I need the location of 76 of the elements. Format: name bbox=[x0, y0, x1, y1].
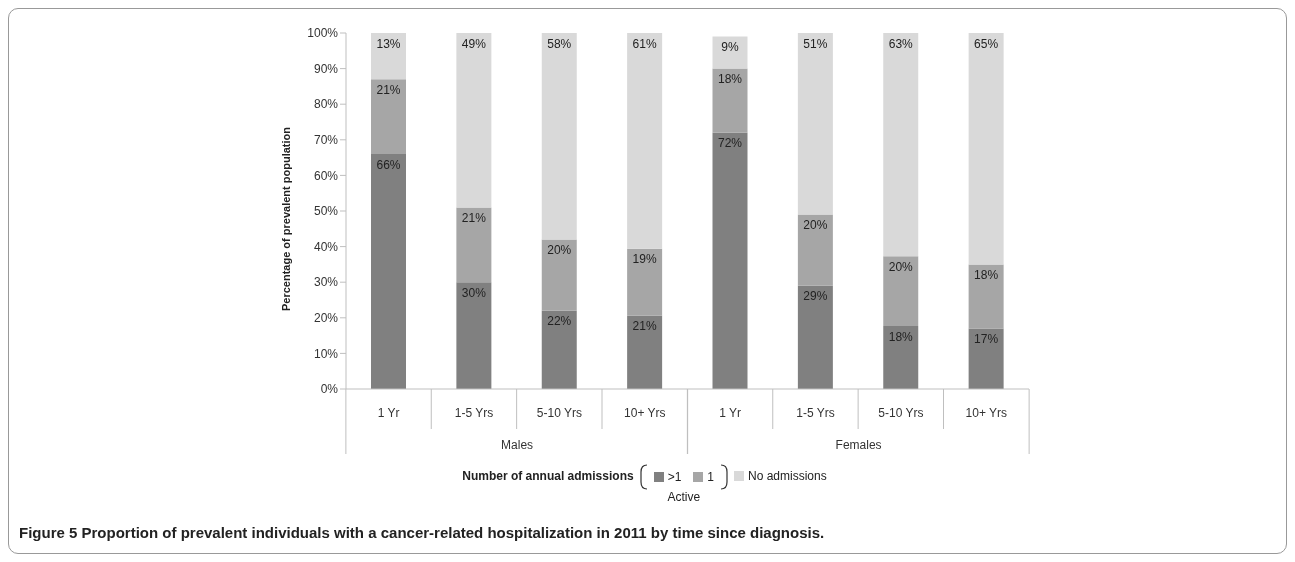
data-label: 22% bbox=[547, 314, 572, 329]
text: Males bbox=[501, 438, 534, 452]
data-label: 18% bbox=[888, 329, 914, 344]
bar bbox=[712, 36, 748, 69]
y-tick-label: 50% bbox=[313, 204, 339, 219]
y-axis-title: Percentage of prevalent population bbox=[279, 126, 292, 311]
bar bbox=[456, 282, 492, 389]
y-tick-label: 40% bbox=[313, 239, 339, 254]
bar bbox=[627, 248, 663, 316]
data-label: 58% bbox=[547, 36, 572, 51]
y-tick-label: 60% bbox=[313, 168, 339, 183]
data-label: 63% bbox=[888, 36, 914, 51]
bar bbox=[797, 214, 833, 286]
x-tick-label: 10+ Yrs bbox=[965, 406, 1008, 420]
data-label: 13% bbox=[376, 36, 401, 51]
data-label: 29% bbox=[803, 289, 828, 304]
x-tick-label: 1 Yr bbox=[377, 406, 400, 420]
data-label: 20% bbox=[547, 243, 572, 257]
bar bbox=[371, 154, 406, 389]
data-label: 66% bbox=[376, 157, 401, 172]
x-tick-label: 5-10 Yrs bbox=[536, 406, 583, 420]
data-label: 30% bbox=[461, 285, 487, 300]
text: Figure 5 Proportion of prevalent individuals with a cancer-related hospitalization in 2011 by time since diagnosis. bbox=[19, 524, 825, 541]
y-tick-label: 0% bbox=[320, 382, 339, 397]
legend-title: Number of annual admissions bbox=[462, 469, 634, 483]
bar bbox=[968, 328, 1004, 389]
bar bbox=[541, 239, 577, 311]
y-tick-label: 90% bbox=[313, 61, 339, 76]
bar bbox=[371, 79, 406, 155]
data-label: 20% bbox=[803, 218, 828, 233]
data-label: 21% bbox=[461, 210, 487, 225]
text: Females bbox=[835, 438, 882, 452]
data-label: 65% bbox=[974, 36, 999, 51]
data-label: 19% bbox=[632, 252, 657, 267]
data-label: 21% bbox=[376, 82, 401, 97]
legend-label: No admissions bbox=[748, 469, 827, 483]
bar bbox=[541, 310, 577, 389]
x-tick-label: 10+ Yrs bbox=[624, 406, 666, 420]
bar bbox=[797, 285, 833, 389]
x-tick-label: 1-5 Yrs bbox=[796, 406, 835, 420]
bar bbox=[883, 256, 919, 326]
x-tick-label: 1-5 Yrs bbox=[454, 406, 494, 420]
data-label: 18% bbox=[717, 72, 743, 87]
legend-label: >1 bbox=[667, 470, 682, 484]
bar bbox=[968, 264, 1004, 329]
data-label: 61% bbox=[632, 36, 657, 51]
x-tick-label: 1 Yr bbox=[719, 406, 742, 420]
data-label: 72% bbox=[717, 136, 743, 151]
bar bbox=[456, 207, 492, 283]
bar bbox=[627, 315, 663, 389]
bar bbox=[456, 33, 492, 208]
bar bbox=[712, 132, 748, 389]
bar bbox=[712, 68, 748, 133]
bar bbox=[371, 33, 406, 80]
data-label: 18% bbox=[974, 267, 999, 282]
y-tick-label: 20% bbox=[313, 311, 339, 326]
bar bbox=[627, 33, 663, 249]
y-tick-label: 30% bbox=[313, 275, 339, 290]
legend-label: 1 bbox=[707, 470, 715, 484]
text: Active bbox=[667, 490, 701, 504]
bar bbox=[883, 33, 919, 257]
y-tick-label: 10% bbox=[313, 346, 339, 361]
bar bbox=[968, 33, 1004, 265]
data-label: 51% bbox=[803, 36, 828, 51]
bar bbox=[541, 33, 577, 240]
data-label: 21% bbox=[632, 319, 657, 334]
data-label: 49% bbox=[461, 36, 487, 51]
bar bbox=[797, 33, 833, 215]
data-label: 9% bbox=[721, 40, 739, 55]
data-label: 17% bbox=[974, 332, 999, 346]
data-label: 20% bbox=[888, 259, 914, 274]
y-tick-label: 70% bbox=[313, 133, 339, 148]
y-tick-label: 80% bbox=[313, 97, 339, 112]
x-tick-label: 5-10 Yrs bbox=[878, 406, 924, 420]
bar bbox=[883, 325, 919, 389]
y-tick-label: 100% bbox=[307, 26, 339, 41]
